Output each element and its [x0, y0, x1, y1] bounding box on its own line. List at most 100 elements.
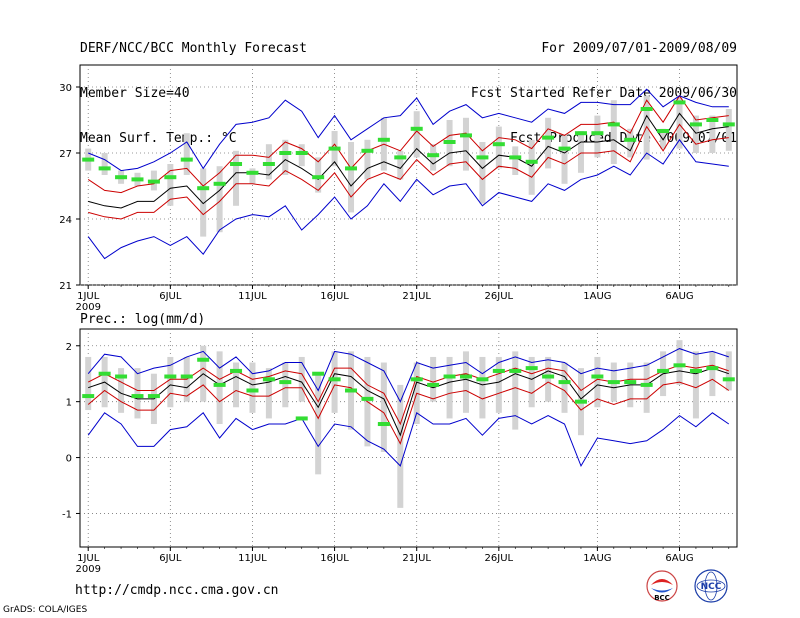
observed-marker — [131, 177, 144, 182]
observed-marker — [591, 131, 604, 136]
observed-marker — [295, 151, 308, 155]
series-line-mean-sd — [87, 94, 729, 194]
range-bar — [413, 111, 420, 158]
ncc-logo-icon: NCC — [694, 569, 728, 603]
observed-marker — [476, 377, 489, 382]
range-bar — [397, 150, 404, 180]
observed-marker — [164, 374, 177, 379]
range-bar — [348, 142, 355, 213]
observed-marker — [706, 366, 719, 371]
header-member-size: Member Size=40 — [80, 86, 190, 101]
observed-marker — [361, 396, 374, 401]
range-bar — [561, 362, 568, 413]
bcc-logo-icon: BCC — [646, 570, 678, 602]
observed-marker — [230, 162, 243, 166]
observed-marker — [115, 374, 128, 379]
range-bar — [709, 351, 716, 397]
x-tick-label: 1JUL — [77, 291, 100, 302]
observed-marker — [624, 380, 637, 385]
header-variable: Mean Surf. Temp.: °C — [80, 131, 237, 146]
header-title: DERF/NCC/BCC Monthly Forecast — [80, 41, 307, 56]
observed-marker — [361, 148, 374, 153]
observed-marker — [542, 135, 555, 140]
observed-marker — [657, 368, 670, 373]
x-tick-label: 6AUG — [665, 553, 693, 564]
range-bar — [167, 356, 174, 408]
range-bar — [725, 109, 732, 151]
observed-marker — [459, 133, 472, 138]
range-bar — [479, 142, 486, 204]
range-bar — [282, 139, 289, 175]
range-bar — [282, 362, 289, 408]
range-bar — [676, 95, 683, 149]
range-bar — [561, 135, 568, 184]
logos: BCC NCC — [646, 569, 728, 603]
observed-marker — [82, 157, 95, 162]
observed-marker — [492, 368, 505, 373]
range-bar — [676, 340, 683, 385]
y-tick-label: 30 — [59, 83, 72, 94]
observed-marker — [574, 399, 587, 404]
observed-marker — [476, 155, 489, 160]
observed-marker — [410, 126, 423, 131]
observed-marker — [607, 380, 620, 385]
y-tick-label: 27 — [59, 149, 72, 160]
observed-marker — [98, 371, 111, 376]
chart-panel-temperature: 21 24 27 30 1JUL 6JUL 11JUL 16JUL 21JUL 26JUL 1AUG… — [59, 64, 738, 313]
observed-marker — [394, 155, 407, 160]
range-bar — [397, 384, 404, 508]
observed-marker — [591, 374, 604, 379]
range-bar — [545, 356, 552, 402]
series-line-mean-sd — [88, 123, 729, 220]
range-bar — [233, 150, 240, 206]
range-bar — [692, 351, 699, 419]
observed-marker — [262, 162, 275, 166]
observed-marker — [246, 388, 259, 393]
observed-marker — [525, 366, 538, 371]
source-url[interactable]: http://cmdp.ncc.cma.gov.cn — [75, 583, 279, 598]
observed-marker — [722, 377, 735, 382]
range-bar — [315, 157, 322, 193]
observed-marker — [377, 422, 390, 427]
series-line-ensemble-min — [87, 138, 729, 260]
observed-marker — [197, 186, 210, 191]
observed-marker — [509, 368, 522, 373]
range-bar — [495, 126, 502, 169]
range-bar — [200, 168, 207, 237]
x-tick-year-label: 2009 — [75, 302, 100, 313]
range-bar — [134, 368, 141, 419]
range-bar — [594, 356, 601, 408]
x-tick-label: 1JUL — [77, 553, 100, 564]
x-tick-label: 6JUL — [159, 291, 182, 302]
range-bar — [479, 356, 486, 419]
range-bar — [495, 356, 502, 413]
observed-marker — [345, 166, 358, 171]
observed-marker — [525, 159, 538, 164]
y-tick-label: 1 — [66, 398, 72, 409]
panel-title: Prec.: log(mm/d) — [80, 312, 205, 327]
observed-marker — [558, 146, 571, 151]
observed-marker — [640, 107, 653, 111]
observed-marker — [377, 137, 390, 142]
y-tick-label: 24 — [59, 215, 72, 226]
range-bar — [692, 115, 699, 153]
range-bar — [594, 115, 601, 158]
observed-marker — [295, 416, 308, 421]
observed-marker — [345, 388, 358, 393]
x-tick-label: 21JUL — [402, 291, 431, 302]
y-tick-label: 0 — [66, 454, 72, 465]
observed-marker — [689, 122, 702, 127]
range-bar — [528, 139, 535, 195]
observed-marker — [640, 382, 653, 387]
observed-marker — [443, 140, 456, 144]
range-bar — [430, 144, 437, 171]
series-line-ensemble-min — [87, 412, 730, 468]
observed-marker — [509, 155, 522, 160]
observed-marker — [657, 129, 670, 133]
range-bar — [380, 362, 387, 452]
range-bar — [364, 139, 371, 180]
observed-marker — [164, 175, 177, 180]
observed-marker — [542, 374, 555, 379]
range-bar — [249, 168, 256, 184]
